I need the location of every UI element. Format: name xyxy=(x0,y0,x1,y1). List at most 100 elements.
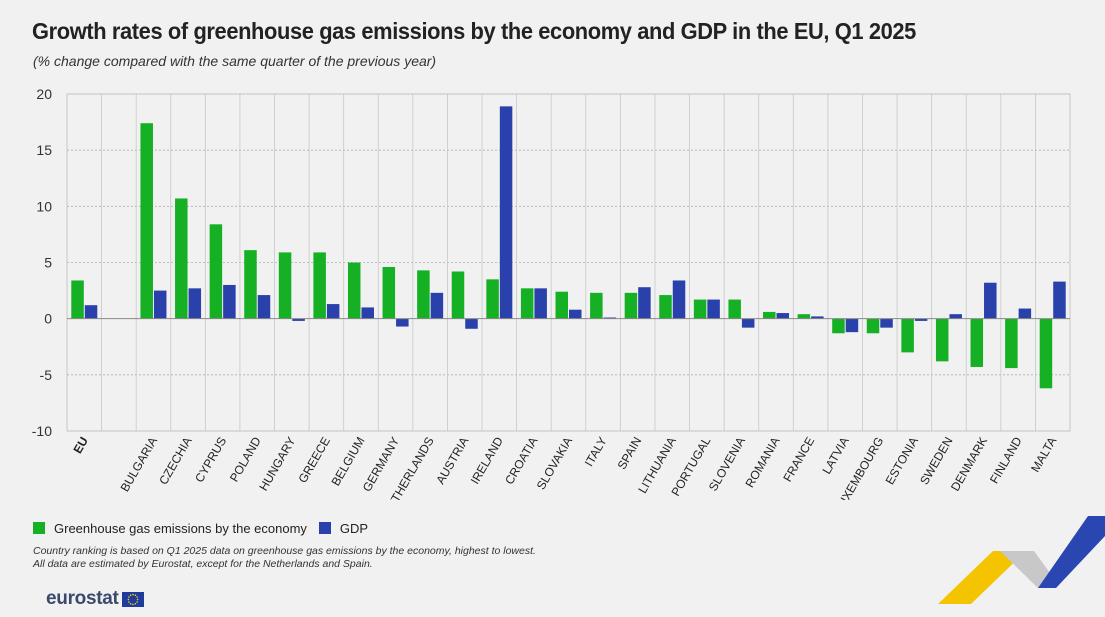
legend-label-ghg: Greenhouse gas emissions by the economy xyxy=(54,520,307,536)
x-category-label: CZECHIA xyxy=(156,435,194,488)
bar-ghg xyxy=(797,314,811,319)
x-category-label: CYPRUS xyxy=(192,435,229,485)
chart-title: Growth rates of greenhouse gas emissions… xyxy=(32,18,916,44)
y-tick-label: 15 xyxy=(36,142,52,158)
bar-gdp xyxy=(914,318,928,321)
y-tick-label: -5 xyxy=(40,367,53,383)
bar-gdp xyxy=(880,318,893,328)
bar-gdp xyxy=(430,292,444,319)
bar-ghg xyxy=(866,318,880,334)
bar-ghg xyxy=(590,292,603,319)
bar-ghg xyxy=(140,123,153,319)
plot-area-border xyxy=(66,93,1071,432)
bar-gdp xyxy=(326,304,340,319)
legend-item-gdp: GDP xyxy=(318,520,369,536)
bar-gdp xyxy=(672,280,686,319)
bar-ghg xyxy=(71,280,84,319)
eu-flag-icon xyxy=(121,591,144,607)
bar-ghg xyxy=(520,288,534,319)
bar-ghg xyxy=(486,279,499,319)
bar-ghg xyxy=(693,299,707,319)
footnote-ranking: Country ranking is based on Q1 2025 data… xyxy=(33,545,536,557)
x-category-label: CROATIA xyxy=(502,435,540,487)
x-category-label: SPAIN xyxy=(615,435,645,472)
eurostat-logo-text: eurostat xyxy=(46,588,119,609)
bar-gdp xyxy=(845,318,859,333)
y-tick-label: -10 xyxy=(32,423,52,439)
x-category-label: ITALY xyxy=(582,435,610,469)
bar-ghg xyxy=(1005,318,1018,369)
x-category-label: BELGIUM xyxy=(328,435,367,489)
y-tick-label: 10 xyxy=(36,198,52,214)
chart-subtitle: (% change compared with the same quarter… xyxy=(33,53,437,69)
bar-gdp xyxy=(465,318,478,329)
bar-ghg xyxy=(1039,318,1053,389)
bar-gdp xyxy=(1018,308,1032,319)
legend-item-ghg: Greenhouse gas emissions by the economy xyxy=(33,521,307,536)
bar-gdp xyxy=(257,295,271,319)
y-tick-label: 20 xyxy=(36,86,52,102)
bar-ghg xyxy=(209,224,223,319)
x-category-label: FRANCE xyxy=(780,435,817,485)
bar-gdp xyxy=(361,307,374,319)
bar-gdp xyxy=(569,309,582,319)
bar-ghg xyxy=(763,311,776,319)
bar-gdp xyxy=(396,318,409,327)
bar-gdp xyxy=(984,282,997,319)
bar-gdp xyxy=(741,318,755,328)
bar-ghg xyxy=(278,252,292,319)
legend-swatch-gdp xyxy=(318,522,331,534)
x-category-label: LATVIA xyxy=(819,435,851,477)
x-category-label: EU xyxy=(70,435,90,456)
x-category-label: ESTONIA xyxy=(883,435,921,487)
bar-ghg xyxy=(417,270,430,319)
y-tick-label: 5 xyxy=(44,255,52,271)
legend-label-gdp: GDP xyxy=(339,520,369,536)
bar-ghg xyxy=(244,250,257,319)
eurostat-logo: eurostat xyxy=(46,588,144,610)
bar-chart: -10 -5 0 5 10 15 20 EU BULGARIACZECHIACYPRUSPOLA… xyxy=(32,86,1071,500)
bar-ghg xyxy=(832,318,845,334)
x-category-label: MALTA xyxy=(1028,435,1059,475)
x-category-label: BULGARIA xyxy=(118,435,160,495)
bar-ghg xyxy=(624,292,638,319)
footnote-estimates: All data are estimated by Eurostat, exce… xyxy=(33,558,373,570)
y-tick-label: 0 xyxy=(44,311,52,327)
bar-ghg xyxy=(555,291,568,319)
bar-ghg xyxy=(659,295,672,319)
bar-gdp xyxy=(707,299,720,319)
bar-ghg xyxy=(175,198,188,319)
bar-gdp xyxy=(534,288,547,319)
bar-gdp xyxy=(84,305,98,319)
bar-gdp xyxy=(949,314,962,319)
x-category-label: GREECE xyxy=(296,435,333,486)
footnotes: Country ranking is based on Q1 2025 data… xyxy=(33,545,536,571)
x-category-label: ROMANIA xyxy=(742,435,782,491)
bar-gdp xyxy=(153,290,167,319)
bar-gdp xyxy=(811,316,824,319)
bar-gdp xyxy=(638,287,651,319)
bar-ghg xyxy=(347,262,361,319)
x-category-label: SWEDEN xyxy=(917,435,955,488)
bar-ghg xyxy=(313,252,326,319)
x-category-label: AUSTRIA xyxy=(433,435,471,487)
chart-legend: Greenhouse gas emissions by the economy … xyxy=(33,520,380,536)
bar-ghg xyxy=(935,318,949,362)
x-category-label: POLAND xyxy=(227,434,264,484)
legend-swatch-ghg xyxy=(33,522,45,534)
bar-gdp xyxy=(223,284,236,319)
decorative-chevron-graphic xyxy=(938,516,1105,604)
bar-gdp xyxy=(292,318,305,321)
bar-gdp xyxy=(499,106,513,319)
bar-ghg xyxy=(901,318,914,353)
bar-gdp xyxy=(776,313,790,319)
bar-gdp xyxy=(1053,281,1066,319)
bar-gdp xyxy=(188,288,202,319)
bar-ghg xyxy=(728,299,741,319)
x-category-label: FINLAND xyxy=(987,434,1025,486)
x-category-label: SLOVAKIA xyxy=(534,435,575,493)
bar-ghg xyxy=(382,266,396,319)
bar-ghg xyxy=(451,271,465,319)
x-category-label: IRELAND xyxy=(468,434,506,486)
bar-ghg xyxy=(970,318,984,367)
